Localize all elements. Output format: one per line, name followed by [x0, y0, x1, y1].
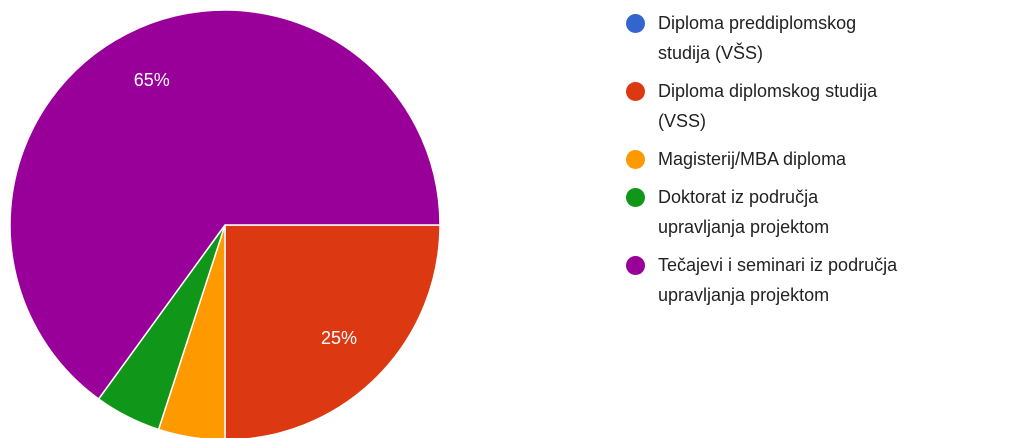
legend-label: Magisterij/MBA diploma	[658, 149, 847, 169]
legend-swatch	[626, 150, 645, 169]
legend-label: Tečajevi i seminari iz područja upravlja…	[658, 255, 898, 305]
pie-slice	[9, 9, 441, 400]
slice-label: 25%	[321, 328, 357, 348]
legend: Diploma preddiplomskog studija (VŠS) Dipl…	[620, 8, 1014, 318]
legend-swatch	[626, 188, 645, 207]
legend-item: Magisterij/MBA diploma	[620, 144, 1014, 174]
legend-item: Tečajevi i seminari iz područja upravlja…	[620, 250, 958, 310]
legend-swatch	[626, 256, 645, 275]
legend-swatch	[626, 14, 645, 33]
legend-label: Diploma diplomskog studija (VSS)	[658, 81, 878, 131]
legend-label: Doktorat iz područja upravljanja projekt…	[658, 187, 830, 237]
legend-item: Diploma diplomskog studija (VSS)	[620, 76, 913, 136]
legend-item: Diploma preddiplomskog studija (VŠS)	[620, 8, 883, 68]
legend-label: Diploma preddiplomskog studija (VŠS)	[658, 13, 857, 63]
pie-chart: 25% 65%	[9, 9, 441, 438]
legend-swatch	[626, 82, 645, 101]
slice-label: 65%	[134, 70, 170, 90]
pie-slice	[224, 224, 441, 438]
legend-item: Doktorat iz područja upravljanja projekt…	[620, 182, 863, 242]
